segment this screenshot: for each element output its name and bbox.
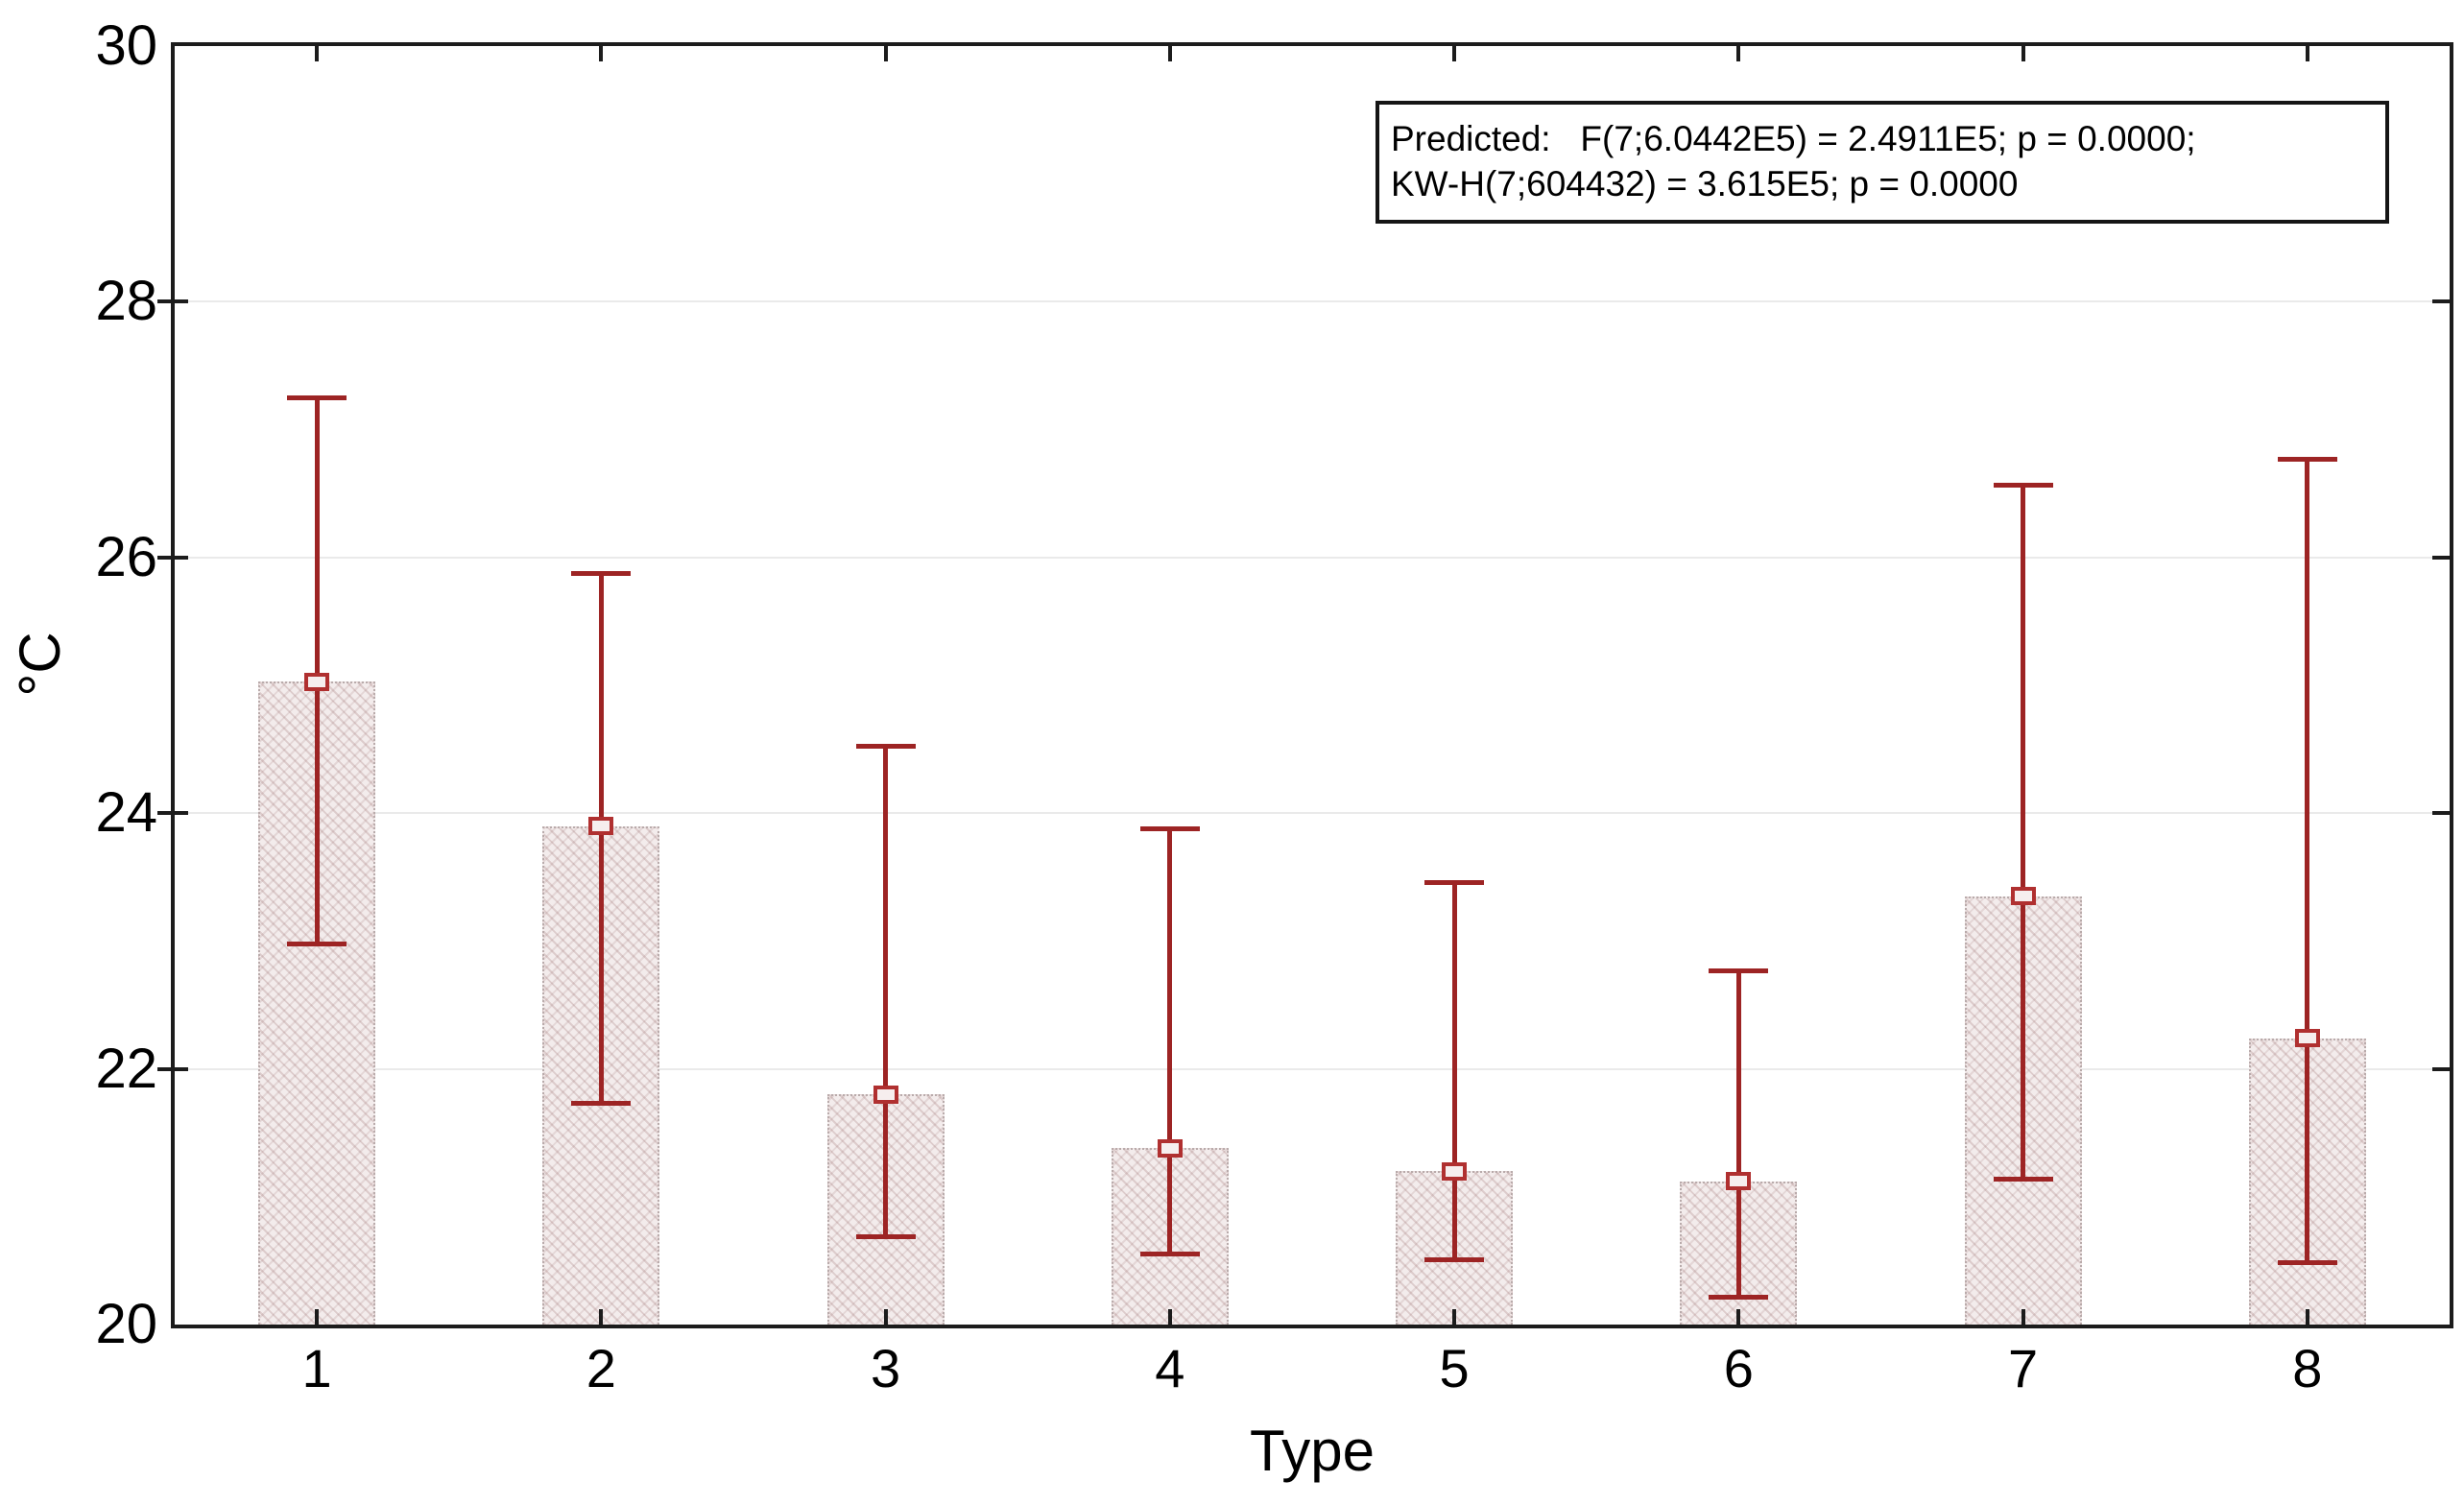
error-bar-cap-top [287,395,347,401]
error-bar-cap-bottom [1993,1177,2053,1182]
error-bar-stem [1451,882,1457,1261]
x-tick-top-8 [2305,46,2309,61]
error-bar-cap-top [571,570,632,576]
gridline-26 [175,556,2450,559]
y-tick-label: 22 [95,1037,157,1100]
y-tick-label: 24 [95,781,157,845]
y-tick-left-28 [157,299,188,304]
error-bar-cap-top [1424,880,1485,886]
error-bar-cap-bottom [855,1234,916,1240]
y-tick-left-26 [157,555,188,560]
mean-marker [588,817,614,836]
error-bar-cap-bottom [287,942,347,947]
error-bar-cap-top [855,743,916,749]
y-axis-title: °C [8,632,72,697]
mean-marker [1442,1161,1468,1181]
x-tick-label: 8 [2292,1338,2323,1398]
x-tick-top-2 [599,46,604,61]
error-bar-stem [883,745,889,1238]
error-bar-stem [314,397,320,945]
y-tick-left-22 [157,1066,188,1071]
error-bar-cap-bottom [1139,1251,1200,1256]
statistics-annotation-box: Predicted: F(7;6.0442E5) = 2.4911E5; p =… [1376,101,2389,224]
x-tick-top-7 [2021,46,2025,61]
y-tick-label: 26 [95,525,157,588]
annotation-line-2: KW-H(7;604432) = 3.615E5; p = 0.0000 [1391,164,2019,203]
error-bar-stem [2305,459,2310,1264]
x-tick-bottom-2 [599,1309,604,1325]
x-tick-label: 1 [301,1338,332,1398]
x-tick-top-1 [315,46,320,61]
x-tick-label: 5 [1439,1338,1470,1398]
error-bar-cap-top [1709,968,1769,974]
x-tick-bottom-6 [1736,1309,1741,1325]
x-tick-label: 6 [1723,1338,1754,1398]
error-bar-stem [1735,970,1741,1299]
x-tick-bottom-1 [315,1309,320,1325]
error-bar-stem [598,572,604,1104]
y-tick-left-24 [157,811,188,816]
x-tick-top-4 [1167,46,1172,61]
x-tick-bottom-3 [883,1309,888,1325]
gridline-24 [175,812,2450,815]
x-tick-bottom-5 [1452,1309,1457,1325]
y-tick-right-26 [2432,555,2450,560]
error-bar-cap-top [1993,482,2053,488]
x-axis-title: Type [1249,1419,1376,1483]
x-tick-label: 3 [871,1338,901,1398]
error-bar-cap-bottom [1424,1257,1485,1263]
error-bar-cap-bottom [2277,1260,2337,1266]
gridline-28 [175,300,2450,303]
error-bar-cap-top [1139,826,1200,832]
error-bar-cap-top [2277,457,2337,463]
error-bar-cap-bottom [571,1100,632,1106]
mean-marker [2294,1029,2320,1048]
x-tick-top-6 [1736,46,1741,61]
error-bar-stem [2021,484,2026,1181]
x-tick-bottom-7 [2021,1309,2025,1325]
mean-marker [304,672,330,691]
plot-area [157,46,2450,1325]
annotation-line-1: Predicted: F(7;6.0442E5) = 2.4911E5; p =… [1391,119,2196,158]
mean-marker [873,1085,898,1104]
error-bar-cap-bottom [1709,1295,1769,1301]
y-tick-right-22 [2432,1066,2450,1071]
x-tick-label: 4 [1155,1338,1185,1398]
y-tick-right-24 [2432,811,2450,816]
x-tick-top-3 [883,46,888,61]
y-tick-label: 28 [95,270,157,333]
mean-marker [1726,1172,1752,1191]
x-tick-top-5 [1452,46,1457,61]
error-bar-stem [1167,828,1173,1254]
x-tick-label: 7 [2008,1338,2039,1398]
y-tick-label: 30 [95,14,157,77]
y-tick-label: 20 [95,1293,157,1355]
gridline-22 [175,1067,2450,1070]
x-tick-bottom-8 [2305,1309,2309,1325]
x-tick-bottom-4 [1167,1309,1172,1325]
y-tick-right-28 [2432,299,2450,304]
x-tick-label: 2 [586,1338,616,1398]
mean-marker [2010,887,2036,906]
mean-marker [1157,1138,1183,1158]
